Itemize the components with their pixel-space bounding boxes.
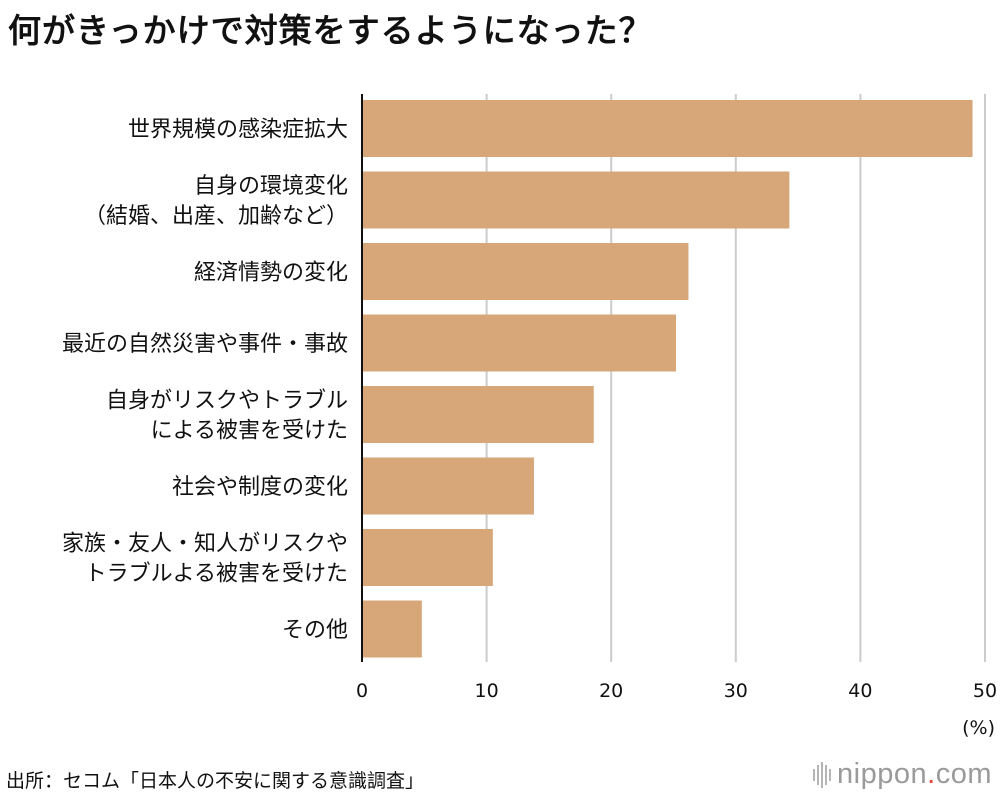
tick-label-30: 30 — [724, 680, 748, 702]
logo-mark-icon — [813, 761, 832, 788]
unit-label: (%) — [962, 717, 995, 739]
category-label-7-line-1: 家族・友人・知人がリスクや — [62, 532, 348, 557]
bar-2 — [362, 171, 790, 229]
bar-4 — [362, 314, 676, 372]
bar-7 — [362, 529, 493, 586]
category-label-7-line-2: トラブルよる被害を受けた — [85, 562, 348, 587]
tick-label-50: 50 — [973, 680, 997, 702]
bar-5 — [362, 386, 594, 443]
logo-text: nippon.com — [837, 758, 992, 791]
category-label-5-line-1: 自身がリスクやトラブル — [106, 389, 348, 414]
nippon-logo[interactable]: nippon.com — [813, 758, 992, 791]
tick-label-0: 0 — [356, 680, 368, 702]
category-label-2-line-2: （結婚、出産、加齢など） — [84, 204, 348, 229]
tick-label-10: 10 — [475, 680, 499, 702]
bar-8 — [362, 600, 422, 658]
tick-label-20: 20 — [599, 680, 623, 702]
category-label-3: 経済情勢の変化 — [194, 261, 348, 286]
category-label-8: その他 — [282, 618, 348, 643]
tick-label-40: 40 — [848, 680, 872, 702]
category-label-1: 世界規模の感染症拡大 — [128, 118, 348, 143]
logo-text-dot: . — [927, 758, 936, 790]
chart-title: 何がきっかけで対策をするようになった？ — [8, 11, 653, 50]
bar-3 — [362, 243, 689, 300]
category-label-5-line-2: による被害を受けた — [151, 419, 348, 444]
bar-6 — [362, 457, 534, 515]
category-label-2-line-1: 自身の環境変化 — [194, 174, 348, 199]
logo-text-tail: com — [935, 758, 992, 790]
category-label-6: 社会や制度の変化 — [172, 475, 348, 500]
logo-text-main: nippon — [837, 758, 928, 790]
source-note: 出所：セコム「日本人の不安に関する意識調査」 — [6, 770, 425, 792]
bar-1 — [362, 100, 973, 157]
category-label-4: 最近の自然災害や事件・事故 — [62, 332, 348, 357]
